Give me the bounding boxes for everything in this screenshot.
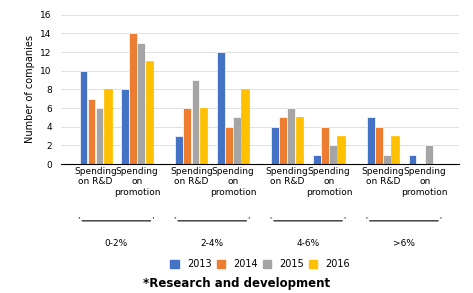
Bar <box>175 136 183 164</box>
Bar <box>271 127 279 164</box>
Y-axis label: Number of companies: Number of companies <box>25 35 35 143</box>
Bar <box>288 108 295 164</box>
Bar <box>184 108 191 164</box>
Text: 4-6%: 4-6% <box>297 239 320 248</box>
Legend: 2013, 2014, 2015, 2016: 2013, 2014, 2015, 2016 <box>166 255 354 273</box>
Bar <box>329 145 337 164</box>
Bar <box>409 155 417 164</box>
Bar <box>280 117 287 164</box>
Bar <box>391 136 399 164</box>
Bar <box>375 127 383 164</box>
Bar <box>233 117 241 164</box>
Bar <box>337 136 345 164</box>
Bar <box>79 71 87 164</box>
Bar <box>96 108 104 164</box>
Bar <box>121 89 129 164</box>
Bar <box>104 89 112 164</box>
Bar <box>129 33 137 164</box>
Bar <box>296 117 303 164</box>
Bar <box>138 43 145 164</box>
Bar <box>241 89 249 164</box>
Text: 0-2%: 0-2% <box>105 239 128 248</box>
Text: 2-4%: 2-4% <box>201 239 224 248</box>
Bar <box>321 127 329 164</box>
Bar <box>200 108 207 164</box>
Bar <box>425 145 433 164</box>
Bar <box>146 61 153 164</box>
Bar <box>225 127 233 164</box>
Text: *Research and development: *Research and development <box>143 277 330 290</box>
Bar <box>192 80 199 164</box>
Bar <box>88 99 96 164</box>
Text: >6%: >6% <box>393 239 415 248</box>
Bar <box>383 155 391 164</box>
Bar <box>217 52 225 164</box>
Bar <box>367 117 375 164</box>
Bar <box>313 155 321 164</box>
